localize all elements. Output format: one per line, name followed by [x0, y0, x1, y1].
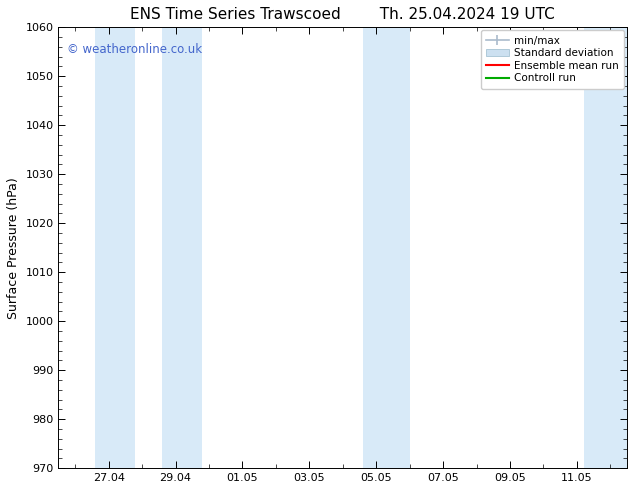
Y-axis label: Surface Pressure (hPa): Surface Pressure (hPa)	[7, 177, 20, 318]
Bar	[363, 27, 410, 468]
Bar	[162, 27, 202, 468]
Title: ENS Time Series Trawscoed        Th. 25.04.2024 19 UTC: ENS Time Series Trawscoed Th. 25.04.2024…	[131, 7, 555, 22]
Bar	[95, 27, 136, 468]
Legend: min/max, Standard deviation, Ensemble mean run, Controll run: min/max, Standard deviation, Ensemble me…	[481, 30, 624, 89]
Text: © weatheronline.co.uk: © weatheronline.co.uk	[67, 43, 202, 56]
Bar	[583, 27, 627, 468]
